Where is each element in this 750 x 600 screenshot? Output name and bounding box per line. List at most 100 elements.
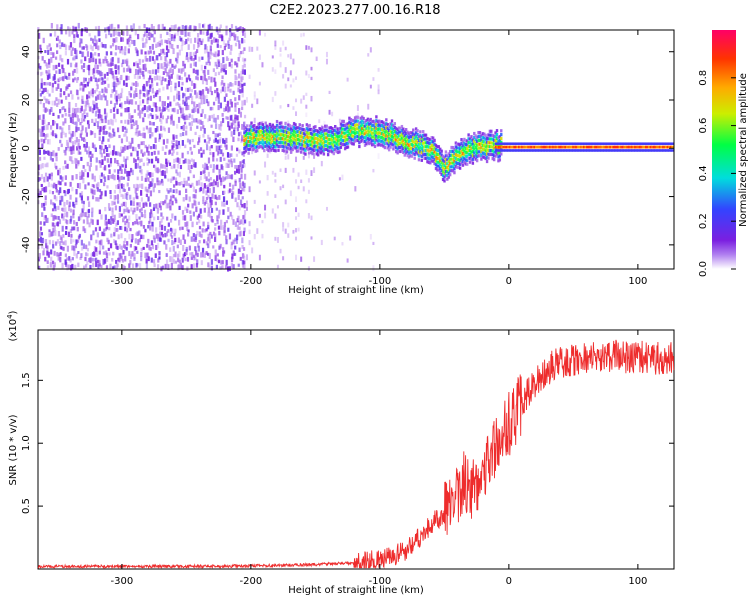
spectrogram-cell [375,126,378,131]
spectrogram-cell [149,75,152,80]
spectrogram-cell [140,190,143,196]
spectrogram-cell [424,145,428,149]
spectrogram-cell [436,160,439,164]
spectrogram-cell [122,194,125,200]
spectrogram-cell [58,69,61,74]
spectrogram-cell [353,120,357,124]
spectrogram-cell [298,130,301,135]
spectrogram-cell [409,131,412,135]
spectrogram-cell [144,252,147,259]
spectrogram-cell [57,115,60,119]
spectrogram-cell [287,127,290,131]
spectrogram-cell [74,157,77,164]
spectrogram-cell [57,83,60,89]
spectrogram-cell [138,66,141,70]
spectrogram-cell [324,128,327,132]
spectrogram-cell [270,137,273,141]
spectrogram-cell [238,177,241,183]
spectrogram-cell [318,138,321,142]
spectrogram-cell [270,133,273,137]
spectrogram-cell [290,135,293,139]
spectrogram-cell [110,216,113,221]
spectrogram-cell [111,200,114,206]
spectrogram-cell [107,218,110,225]
spectrogram-cell [107,83,110,88]
spectrogram-cell [97,70,100,75]
spectrogram-cell [216,258,219,263]
spectrogram-cell [370,139,374,143]
spectrogram-cell [170,25,173,31]
spectrogram-cell [203,207,206,213]
spectrogram-cell [345,126,348,130]
spectrogram-cell [97,197,100,202]
spectrogram-cell [433,158,436,162]
spectrogram-cell [69,194,72,200]
spectrogram-cell [281,137,284,141]
spectrogram-cell [369,133,372,137]
spectrogram-cell [214,51,217,58]
spectrogram-cell [246,132,249,136]
spectrogram-cell [95,39,98,45]
spectrogram-cell [127,107,130,113]
spectrogram-cell [75,49,78,56]
spectrogram-cell [171,63,174,68]
spectrogram-cell [238,52,241,58]
spectrogram-cell [302,139,306,144]
spectrogram-cell [324,140,327,144]
spectrogram-cell [260,125,263,129]
spectrogram-cell [552,142,555,145]
spectrogram-cell [69,114,72,119]
spectrogram-cell [292,133,296,137]
spectrogram-cell [251,136,255,140]
spectrogram-cell [43,176,46,183]
spectrogram-cell [238,247,241,252]
spectrogram-cell [615,145,618,149]
spectrogram-cell [359,139,362,144]
spectrogram-cell [167,49,170,53]
spectrogram-cell [651,145,654,149]
spectrogram-cell [205,196,209,200]
spectrogram-cell [328,145,331,149]
spectrogram-cell [304,137,307,141]
spectrogram-cell [275,135,279,139]
spectrogram-cell [200,64,203,71]
spectrogram-cell [176,244,179,249]
spectrogram-cell [176,101,179,106]
spectrogram-cell [575,142,578,145]
spectrogram-cell [137,69,140,75]
spectrogram-cell [383,145,387,150]
spectrogram-cell [228,37,231,41]
spectrogram-cell [198,219,201,224]
spectrogram-cell [156,207,160,214]
spectrogram-cell [97,78,100,83]
spectrogram-cell [161,115,164,120]
spectrogram-cell [450,161,453,165]
spectrogram-cell [159,33,162,39]
spectrogram-cell [209,151,212,156]
spectrogram-cell [205,94,208,99]
spectrogram-cell [120,102,123,109]
spectrogram-cell [37,171,40,176]
spectrogram-cell [654,142,657,145]
spectrogram-cell [45,98,48,104]
spectrogram-cell [487,133,490,137]
spectrogram-cell [437,145,441,149]
spectrogram-cell [338,134,341,138]
spectrogram-cell [478,142,482,146]
x-tick-label: 100 [628,276,647,287]
spectrogram-cell [78,182,82,189]
spectrogram-cell [239,182,242,189]
spectrogram-cell [282,145,286,149]
spectrogram-cell [203,48,207,54]
spectrogram-cell [78,145,81,150]
spectrogram-cell [497,155,500,159]
spectrogram-cell [109,161,112,167]
spectrogram-cell [151,33,154,38]
spectrogram-cell [289,53,292,60]
spectrogram-cell [165,59,168,64]
spectrogram-cell [189,184,192,188]
spectrogram-cell [170,34,173,39]
spectrogram-cell [236,62,239,68]
spectrogram-cell [638,145,642,149]
spectrogram-cell [64,207,67,213]
